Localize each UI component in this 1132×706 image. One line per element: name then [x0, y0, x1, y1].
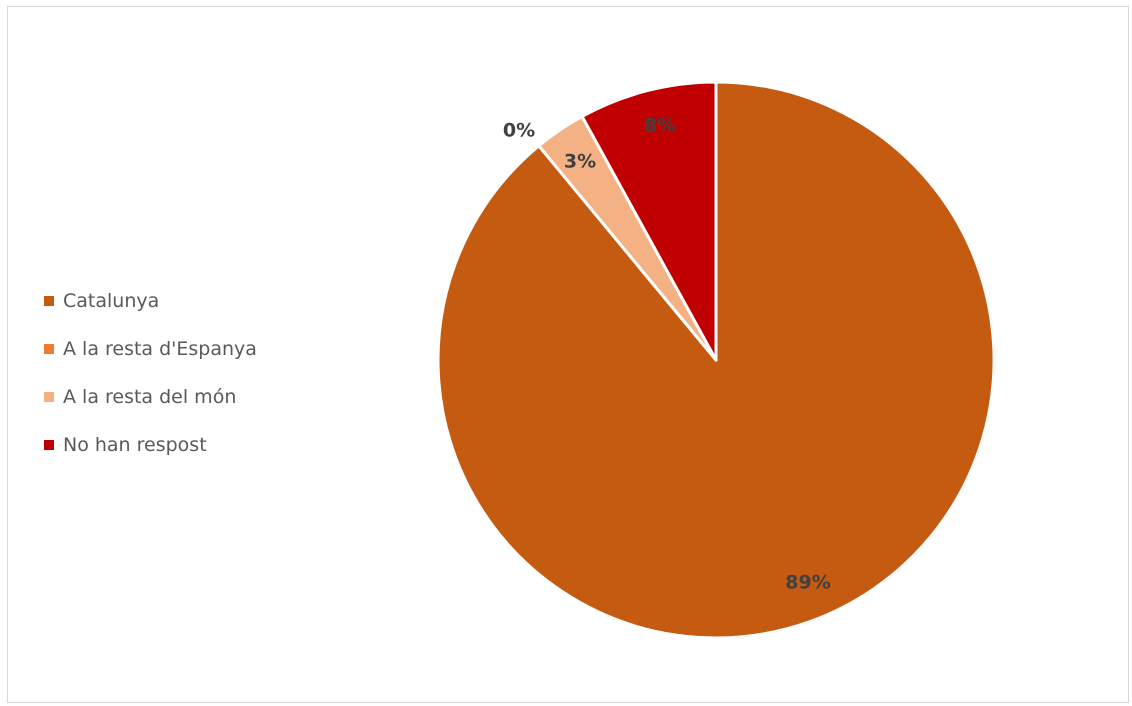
legend-label: A la resta d'Espanya — [63, 338, 257, 360]
legend-swatch — [44, 440, 54, 450]
pie-slice — [580, 80, 718, 362]
data-label: 8% — [644, 115, 676, 137]
pie-chart: 89% 0% 3% 8% — [436, 80, 996, 640]
legend-item: No han respost — [44, 421, 257, 469]
legend-label: No han respost — [63, 434, 207, 456]
legend-item: Catalunya — [44, 277, 257, 325]
legend-label: Catalunya — [63, 290, 160, 312]
legend-label: A la resta del món — [63, 386, 237, 408]
legend: Catalunya A la resta d'Espanya A la rest… — [44, 277, 257, 469]
legend-item: A la resta del món — [44, 373, 257, 421]
legend-swatch — [44, 392, 54, 402]
data-label: 89% — [785, 572, 830, 594]
legend-swatch — [44, 296, 54, 306]
legend-swatch — [44, 344, 54, 354]
data-label: 0% — [503, 120, 535, 142]
legend-item: A la resta d'Espanya — [44, 325, 257, 373]
data-label: 3% — [564, 151, 596, 173]
chart-area: 89% 0% 3% 8% Catalunya A la resta d'Espanya… — [7, 6, 1129, 703]
